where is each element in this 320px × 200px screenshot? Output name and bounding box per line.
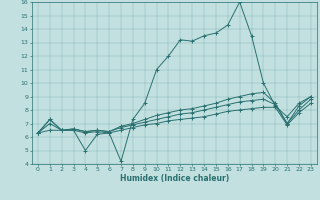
X-axis label: Humidex (Indice chaleur): Humidex (Indice chaleur) bbox=[120, 174, 229, 183]
